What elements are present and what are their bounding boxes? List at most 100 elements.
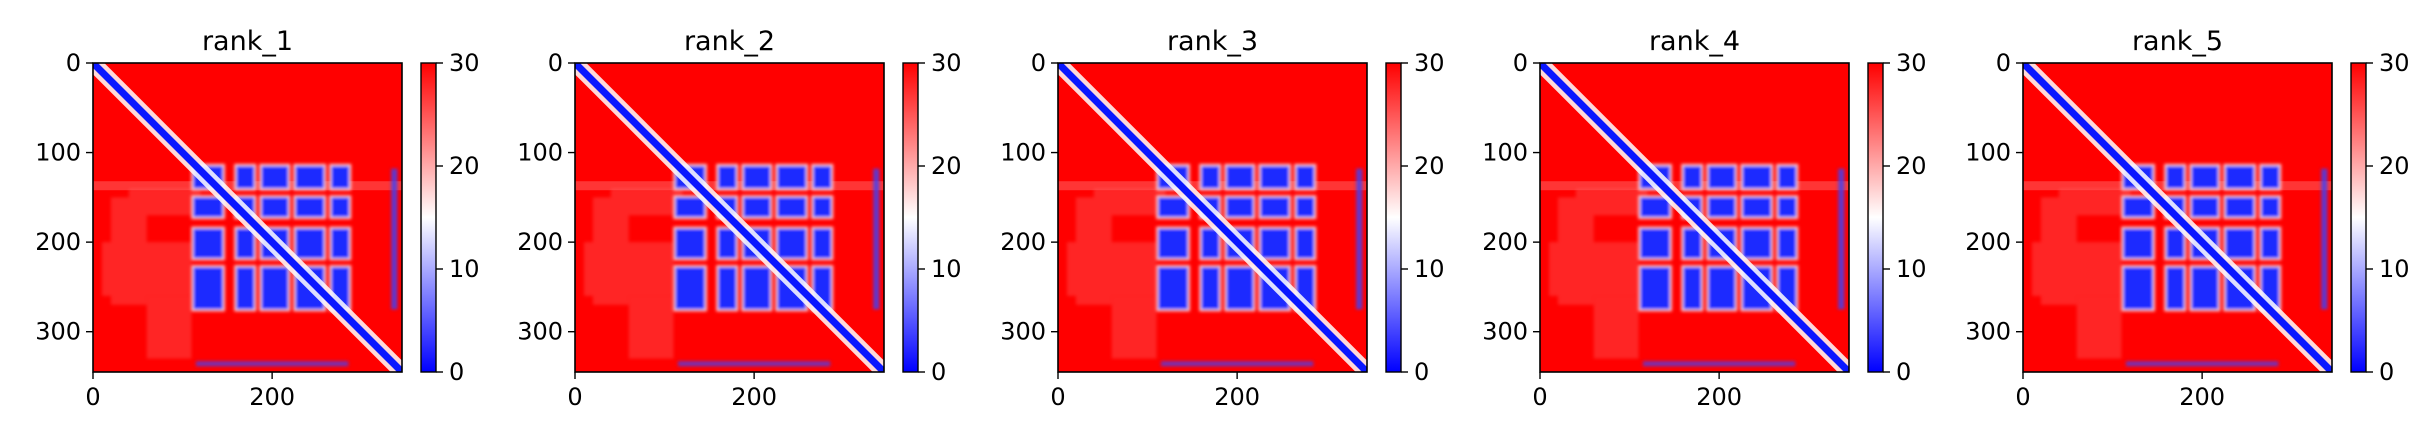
domain-block — [295, 228, 325, 259]
domain-block — [1260, 197, 1290, 218]
heatmap-panel-3: rank_3 0 100 200 300 0 200 0 10 20 30 — [1000, 26, 1444, 411]
heatmap-texture — [583, 188, 683, 359]
panel-title: rank_2 — [684, 26, 775, 57]
y-tick-label: 300 — [1482, 318, 1528, 346]
y-tick-label: 300 — [1000, 318, 1046, 346]
heatmap-panel-2: rank_2 0 100 200 300 0 200 0 10 20 30 — [517, 26, 961, 411]
domain-block — [261, 197, 289, 218]
heatmap-image — [93, 63, 402, 372]
domain-block — [743, 166, 771, 189]
colorbar-tick-label: 20 — [931, 152, 962, 180]
domain-block — [1640, 228, 1670, 259]
edge-strip — [2321, 168, 2328, 310]
domain-block — [813, 166, 832, 189]
colorbar-tick-label: 10 — [931, 255, 962, 283]
domain-block — [236, 228, 255, 259]
colorbar-tick-label: 10 — [1896, 255, 1927, 283]
domain-block — [1158, 267, 1188, 310]
colorbar-tick-label: 30 — [2379, 49, 2410, 77]
domain-block — [331, 228, 350, 259]
y-tick-label: 200 — [35, 228, 81, 256]
domain-block — [1260, 166, 1290, 189]
edge-strip — [1161, 361, 1314, 367]
domain-block — [1708, 267, 1736, 310]
domain-block — [2261, 166, 2280, 189]
y-tick-label: 100 — [1965, 139, 2011, 167]
colorbar-tick-label: 0 — [2379, 358, 2394, 386]
x-tick-label: 0 — [2015, 383, 2030, 411]
domain-block — [2225, 228, 2255, 259]
texture-patch — [146, 295, 192, 359]
y-tick-label: 0 — [1031, 49, 1046, 77]
texture-patch — [1593, 295, 1639, 359]
axes-frame — [574, 62, 885, 373]
domain-block — [2123, 267, 2153, 310]
x-tick-label: 200 — [1696, 383, 1742, 411]
x-tick-label: 0 — [1532, 383, 1547, 411]
domain-block — [813, 228, 832, 259]
x-tick-label: 200 — [1214, 383, 1260, 411]
edge-strip — [1643, 361, 1796, 367]
colorbar-tick-label: 20 — [1414, 152, 1445, 180]
axes-frame — [1057, 62, 1368, 373]
domain-block — [1640, 267, 1670, 310]
texture-patch — [1111, 295, 1157, 359]
x-tick-label: 0 — [85, 383, 100, 411]
domain-block — [236, 166, 255, 189]
x-tick-label: 0 — [567, 383, 582, 411]
colorbar — [1385, 62, 1402, 373]
diagonal — [93, 63, 402, 372]
diagonal — [1058, 63, 1367, 372]
edge-strip — [2126, 361, 2279, 367]
x-tick-label: 200 — [2179, 383, 2225, 411]
domain-block — [1742, 197, 1772, 218]
y-tick-label: 0 — [66, 49, 81, 77]
domain-block — [2225, 197, 2255, 218]
colorbar-tick-label: 0 — [931, 358, 946, 386]
domain-block — [1226, 267, 1254, 310]
domain-block — [1778, 197, 1797, 218]
heatmap-panel-4: rank_4 0 100 200 300 0 200 0 10 20 30 — [1482, 26, 1926, 411]
domain-block — [1296, 197, 1315, 218]
domain-block — [1158, 228, 1188, 259]
panel-title: rank_5 — [2132, 26, 2223, 57]
domain-block — [331, 166, 350, 189]
texture-patch — [1075, 197, 1112, 305]
colorbar-tick-label: 20 — [2379, 152, 2410, 180]
domain-block — [2166, 228, 2185, 259]
domain-block — [1742, 166, 1772, 189]
domain-block — [1778, 166, 1797, 189]
domain-block — [1640, 197, 1670, 218]
edge-strip — [1838, 168, 1845, 310]
colorbar — [902, 62, 919, 373]
domain-block — [1708, 197, 1736, 218]
heatmap-image — [1540, 63, 1849, 372]
colorbar — [2350, 62, 2367, 373]
texture-patch — [110, 197, 147, 305]
domain-block — [2261, 228, 2280, 259]
domain-block — [1683, 267, 1702, 310]
y-tick-label: 0 — [1996, 49, 2011, 77]
axes-frame — [2022, 62, 2333, 373]
edge-strip — [873, 168, 880, 310]
y-tick-label: 200 — [1000, 228, 1046, 256]
colorbar-tick-label: 0 — [1896, 358, 1911, 386]
domain-block — [777, 228, 807, 259]
domain-block — [718, 228, 737, 259]
domain-block — [331, 197, 350, 218]
domain-block — [718, 166, 737, 189]
heatmap-texture — [2031, 188, 2131, 359]
domain-block — [2225, 166, 2255, 189]
colorbar-tick-label: 10 — [1414, 255, 1445, 283]
domain-block — [1742, 228, 1772, 259]
y-tick-label: 0 — [548, 49, 563, 77]
domain-block — [261, 166, 289, 189]
domain-block — [295, 166, 325, 189]
domain-block — [1226, 166, 1254, 189]
domain-block — [777, 197, 807, 218]
domain-block — [1201, 267, 1220, 310]
panel-title: rank_1 — [202, 26, 293, 57]
domain-block — [675, 267, 705, 310]
diagonal — [1540, 63, 1849, 372]
